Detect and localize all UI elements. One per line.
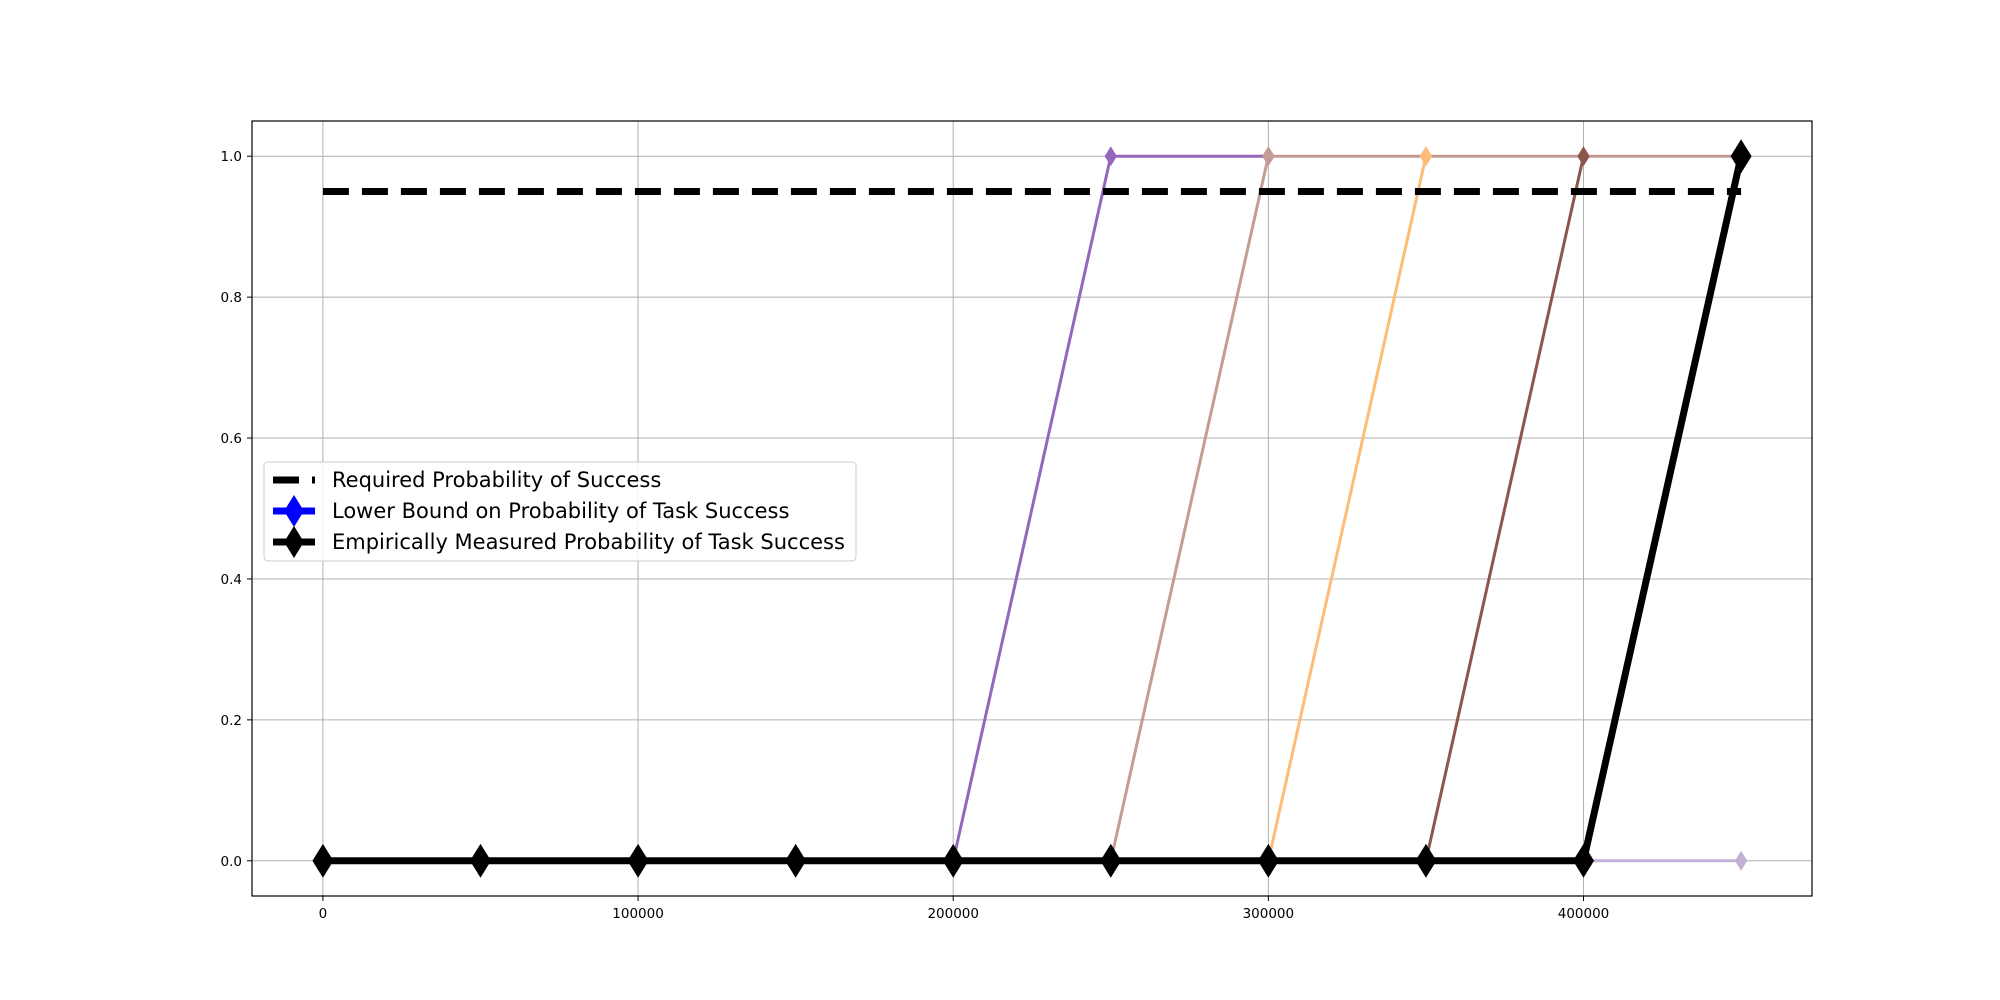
y-tick-label: 0.2: [221, 713, 242, 729]
data-point: [627, 843, 649, 878]
legend-box: [263, 461, 857, 562]
data-point: [1734, 850, 1748, 871]
data-point: [1257, 843, 1279, 878]
data-point: [1730, 139, 1752, 174]
series-line: [1424, 155, 1585, 862]
x-tick-label: 300000: [1243, 906, 1295, 922]
data-point: [312, 843, 334, 878]
data-point: [469, 843, 491, 878]
axis-ticks: 0 100000 200000 300000 400000 0.0 0.2 0.4 0.6 0.8…: [221, 149, 1610, 922]
plot-frame: [251, 120, 1813, 897]
legend: Required Probability of Success Lower Bou…: [263, 461, 857, 562]
series-5: [312, 139, 1752, 878]
y-tick-label: 0.0: [221, 854, 242, 870]
x-tick-label: 100000: [612, 906, 664, 922]
legend-label: Empirically Measured Probability of Task…: [332, 530, 845, 554]
legend-label: Lower Bound on Probability of Task Succe…: [332, 499, 789, 523]
legend-marker-sample: [284, 526, 304, 558]
data-point: [1573, 843, 1595, 878]
data-point: [1577, 146, 1590, 167]
y-tick-label: 0.4: [221, 572, 242, 588]
data-point: [785, 843, 807, 878]
legend-label: Required Probability of Success: [332, 468, 661, 492]
y-tick-label: 0.6: [221, 431, 242, 447]
data-point: [1104, 146, 1117, 167]
data-point: [1415, 843, 1437, 878]
data-point: [1262, 146, 1275, 167]
x-tick-label: 400000: [1558, 906, 1610, 922]
legend-marker-sample: [284, 495, 304, 527]
data-point: [942, 843, 964, 878]
data-point: [1100, 843, 1122, 878]
series-layer: [312, 139, 1752, 878]
series-line: [1266, 155, 1428, 862]
series-line: [322, 155, 1745, 865]
y-tick-label: 0.8: [221, 290, 242, 306]
data-point: [1419, 146, 1433, 167]
x-tick-label: 200000: [927, 906, 979, 922]
x-tick-label: 0: [319, 906, 328, 922]
y-tick-label: 1.0: [221, 149, 242, 165]
